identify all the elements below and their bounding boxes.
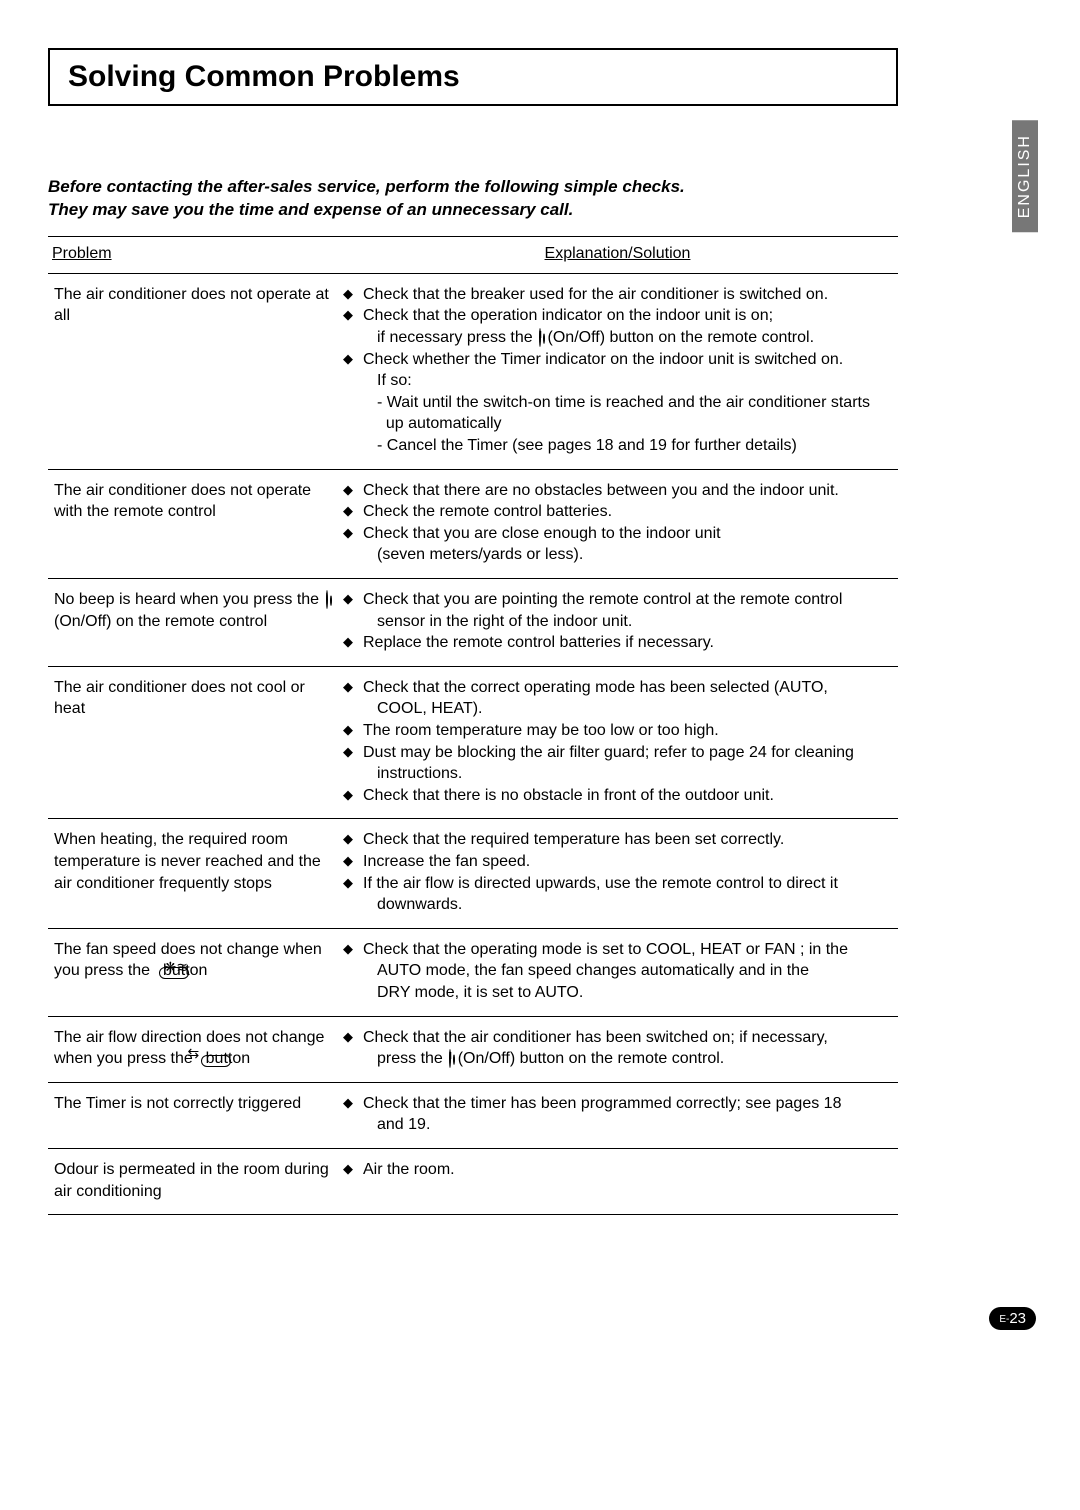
table-row: When heating, the required room temperat… bbox=[48, 819, 898, 928]
table-row: Odour is permeated in the room during ai… bbox=[48, 1148, 898, 1214]
solution-subline: press the (On/Off) button on the remote … bbox=[363, 1048, 892, 1070]
solution-item: Dust may be blocking the air filter guar… bbox=[343, 742, 892, 785]
solution-list: Check that the correct operating mode ha… bbox=[343, 677, 892, 807]
solution-item: Check that the operation indicator on th… bbox=[343, 305, 892, 348]
solution-cell: Air the room. bbox=[337, 1148, 898, 1214]
solution-item: Check that the operating mode is set to … bbox=[343, 939, 892, 1004]
solution-subline: downwards. bbox=[363, 894, 892, 916]
problem-cell: The fan speed does not change when you p… bbox=[48, 928, 337, 1016]
power-icon bbox=[324, 589, 330, 611]
solution-subline: - Wait until the switch-on time is reach… bbox=[363, 392, 892, 414]
solution-item: Check that the breaker used for the air … bbox=[343, 284, 892, 306]
table-row: The fan speed does not change when you p… bbox=[48, 928, 898, 1016]
solution-subline: and 19. bbox=[363, 1114, 892, 1136]
solution-item: Check whether the Timer indicator on the… bbox=[343, 349, 892, 457]
solution-cell: Check that the correct operating mode ha… bbox=[337, 666, 898, 819]
problem-cell: No beep is heard when you press the (On/… bbox=[48, 579, 337, 667]
solution-subline: - Cancel the Timer (see pages 18 and 19 … bbox=[363, 435, 892, 457]
table-row: The air conditioner does not operate at … bbox=[48, 273, 898, 469]
solution-list: Check that the operating mode is set to … bbox=[343, 939, 892, 1004]
solution-item: Check that the timer has been programmed… bbox=[343, 1093, 892, 1136]
table-body: The air conditioner does not operate at … bbox=[48, 273, 898, 1214]
solution-item: Check that the correct operating mode ha… bbox=[343, 677, 892, 720]
solution-list: Check that you are pointing the remote c… bbox=[343, 589, 892, 654]
table-row: The air conditioner does not operate wit… bbox=[48, 469, 898, 578]
title-box: Solving Common Problems bbox=[48, 48, 898, 106]
problem-cell: Odour is permeated in the room during ai… bbox=[48, 1148, 337, 1214]
solution-cell: Check that the required temperature has … bbox=[337, 819, 898, 928]
solution-item: Check that there is no obstacle in front… bbox=[343, 785, 892, 807]
intro-text: Before contacting the after-sales servic… bbox=[48, 176, 898, 222]
page-number: 23 bbox=[1009, 1310, 1026, 1327]
solution-cell: Check that there are no obstacles betwee… bbox=[337, 469, 898, 578]
solution-list: Check that the required temperature has … bbox=[343, 829, 892, 915]
page-number-badge: E-23 bbox=[989, 1307, 1036, 1330]
solution-list: Check that the air conditioner has been … bbox=[343, 1027, 892, 1070]
problem-cell: The air conditioner does not cool or hea… bbox=[48, 666, 337, 819]
table-row: No beep is heard when you press the (On/… bbox=[48, 579, 898, 667]
solution-subline: DRY mode, it is set to AUTO. bbox=[363, 982, 892, 1004]
solution-list: Check that the timer has been programmed… bbox=[343, 1093, 892, 1136]
solution-subline: instructions. bbox=[363, 763, 892, 785]
header-solution: Explanation/Solution bbox=[337, 236, 898, 273]
solution-item: Air the room. bbox=[343, 1159, 892, 1181]
page-title: Solving Common Problems bbox=[68, 60, 460, 93]
solution-subline: COOL, HEAT). bbox=[363, 698, 892, 720]
solution-item: If the air flow is directed upwards, use… bbox=[343, 873, 892, 916]
solution-subline: if necessary press the (On/Off) button o… bbox=[363, 327, 892, 349]
solution-cell: Check that you are pointing the remote c… bbox=[337, 579, 898, 667]
solution-cell: Check that the timer has been programmed… bbox=[337, 1082, 898, 1148]
solution-list: Check that there are no obstacles betwee… bbox=[343, 480, 892, 566]
table-row: The Timer is not correctly triggeredChec… bbox=[48, 1082, 898, 1148]
solution-item: Check that you are close enough to the i… bbox=[343, 523, 892, 566]
table-row: The air flow direction does not change w… bbox=[48, 1016, 898, 1082]
problem-cell: The Timer is not correctly triggered bbox=[48, 1082, 337, 1148]
language-tab: ENGLISH bbox=[1012, 120, 1038, 232]
header-problem: Problem bbox=[48, 236, 337, 273]
solution-cell: Check that the operating mode is set to … bbox=[337, 928, 898, 1016]
solution-subline: (seven meters/yards or less). bbox=[363, 544, 892, 566]
solution-subline: up automatically bbox=[363, 413, 892, 435]
solution-item: Check that the required temperature has … bbox=[343, 829, 892, 851]
table-row: The air conditioner does not cool or hea… bbox=[48, 666, 898, 819]
troubleshoot-table: Problem Explanation/Solution The air con… bbox=[48, 236, 898, 1215]
solution-item: The room temperature may be too low or t… bbox=[343, 720, 892, 742]
solution-list: Check that the breaker used for the air … bbox=[343, 284, 892, 457]
solution-list: Air the room. bbox=[343, 1159, 892, 1181]
solution-cell: Check that the air conditioner has been … bbox=[337, 1016, 898, 1082]
problem-cell: The air conditioner does not operate wit… bbox=[48, 469, 337, 578]
page-prefix: E- bbox=[999, 1314, 1009, 1325]
solution-item: Check that there are no obstacles betwee… bbox=[343, 480, 892, 502]
problem-cell: When heating, the required room temperat… bbox=[48, 819, 337, 928]
page-content: Solving Common Problems Before contactin… bbox=[48, 48, 898, 1215]
solution-subline: AUTO mode, the fan speed changes automat… bbox=[363, 960, 892, 982]
solution-item: Check that you are pointing the remote c… bbox=[343, 589, 892, 632]
solution-item: Replace the remote control batteries if … bbox=[343, 632, 892, 654]
solution-cell: Check that the breaker used for the air … bbox=[337, 273, 898, 469]
intro-line-2: They may save you the time and expense o… bbox=[48, 200, 573, 219]
solution-item: Increase the fan speed. bbox=[343, 851, 892, 873]
intro-line-1: Before contacting the after-sales servic… bbox=[48, 177, 685, 196]
problem-cell: The air conditioner does not operate at … bbox=[48, 273, 337, 469]
solution-item: Check that the air conditioner has been … bbox=[343, 1027, 892, 1070]
problem-cell: The air flow direction does not change w… bbox=[48, 1016, 337, 1082]
solution-subline: sensor in the right of the indoor unit. bbox=[363, 611, 892, 633]
solution-subline: If so: bbox=[363, 370, 892, 392]
solution-item: Check the remote control batteries. bbox=[343, 501, 892, 523]
